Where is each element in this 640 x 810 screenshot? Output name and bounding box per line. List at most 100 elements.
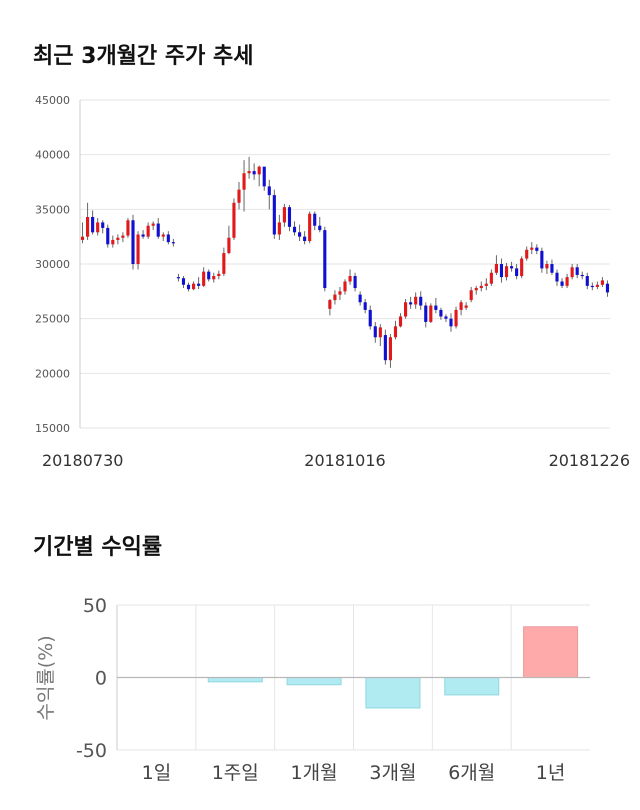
candle-body	[439, 309, 443, 317]
candle-body	[80, 236, 85, 240]
candle-body	[217, 273, 221, 277]
candle-body	[575, 267, 579, 275]
candle-body	[222, 253, 226, 274]
return-bar	[523, 626, 579, 678]
candle-body	[166, 234, 170, 243]
x-tick-label: 20180730	[42, 451, 123, 470]
candle-body	[595, 284, 599, 287]
candle-body	[590, 285, 594, 288]
candle-body	[151, 223, 155, 226]
candle-body	[525, 249, 529, 259]
candle-body	[424, 305, 428, 322]
candle-body	[232, 202, 236, 238]
candle-body	[449, 318, 453, 327]
candle-body	[141, 234, 145, 237]
return-bar	[444, 677, 500, 696]
candle-body	[368, 309, 372, 327]
candle-body	[292, 226, 297, 233]
y-axis-label: 수익률(%)	[35, 635, 57, 720]
candle-body	[161, 234, 165, 237]
y-tick-label: 25000	[35, 313, 70, 326]
price-trend-title: 최근 3개월간 주가 추세	[33, 44, 254, 69]
candle-body	[181, 278, 186, 285]
y-tick-label: 20000	[35, 367, 70, 380]
x-category-label: 6개월	[448, 762, 495, 784]
candle-body	[434, 305, 438, 310]
period-returns-title: 기간별 수익률	[33, 535, 163, 560]
candle-body	[373, 326, 377, 338]
candle-body	[267, 186, 271, 196]
candle-body	[247, 171, 251, 174]
candle-body	[176, 277, 180, 279]
y-tick-label: 50	[83, 595, 107, 617]
candle-body	[308, 213, 312, 242]
candle-body	[414, 296, 418, 305]
candle-body	[444, 316, 448, 319]
candle-body	[393, 326, 398, 338]
candle-body	[136, 234, 140, 264]
candle-body	[419, 296, 423, 306]
y-tick-label: 30000	[35, 258, 70, 271]
candle-body	[338, 291, 342, 295]
x-tick-label: 20181016	[304, 451, 385, 470]
candle-body	[272, 195, 276, 235]
candle-body	[409, 302, 413, 305]
candle-body	[287, 207, 292, 227]
candle-body	[101, 222, 105, 228]
candle-body	[186, 284, 191, 290]
candle-body	[565, 277, 569, 286]
candle-body	[298, 232, 302, 237]
x-category-label: 1개월	[291, 762, 338, 784]
candle-body	[106, 227, 110, 245]
candle-body	[600, 280, 604, 285]
candle-body	[303, 236, 307, 242]
candle-body	[353, 276, 357, 289]
return-bar	[207, 677, 263, 683]
candle-body	[328, 300, 332, 309]
candle-body	[398, 316, 403, 327]
x-category-label: 1일	[142, 762, 172, 784]
candle-body	[318, 225, 322, 231]
candle-body	[192, 283, 196, 290]
candle-body	[121, 235, 125, 238]
candle-body	[116, 237, 120, 240]
candle-body	[499, 264, 504, 278]
candle-body	[429, 305, 433, 322]
candle-body	[469, 290, 473, 301]
candle-body	[510, 266, 514, 269]
y-tick-label: 40000	[35, 149, 70, 162]
candle-body	[555, 272, 559, 282]
candle-body	[585, 276, 589, 286]
candle-body	[530, 247, 534, 250]
y-tick-label: 15000	[35, 422, 70, 435]
y-tick-label: 45000	[35, 94, 70, 107]
candle-body	[489, 272, 493, 284]
x-tick-label: 20181226	[549, 451, 630, 470]
candle-body	[202, 271, 206, 286]
candle-body	[343, 281, 347, 292]
candle-body	[464, 305, 468, 308]
x-category-label: 1주일	[212, 762, 259, 784]
candle-body	[207, 271, 211, 280]
candle-body	[459, 302, 463, 310]
candle-body	[212, 276, 216, 280]
candle-body	[156, 223, 160, 237]
candle-body	[262, 166, 266, 187]
candle-body	[515, 268, 519, 277]
y-tick-label: -50	[76, 740, 107, 762]
candle-body	[242, 173, 246, 190]
candle-body	[580, 274, 584, 277]
x-category-label: 3개월	[369, 762, 416, 784]
candle-body	[479, 285, 483, 289]
candle-body	[252, 171, 256, 175]
candle-body	[237, 189, 241, 203]
candle-body	[545, 264, 549, 269]
return-bar	[286, 677, 342, 686]
candle-body	[378, 327, 382, 338]
candle-body	[570, 267, 574, 278]
candle-body	[171, 242, 175, 244]
candle-body	[96, 222, 100, 233]
return-bar	[365, 677, 421, 709]
candle-body	[605, 283, 610, 293]
